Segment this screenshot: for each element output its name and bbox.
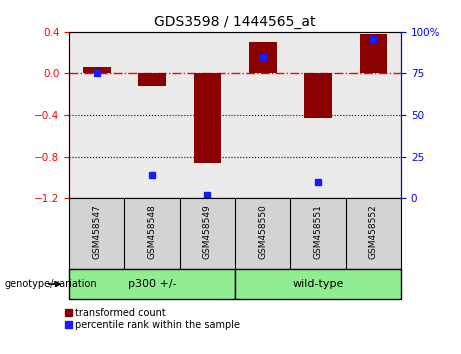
Legend: transformed count, percentile rank within the sample: transformed count, percentile rank withi… (65, 308, 241, 330)
Text: wild-type: wild-type (292, 279, 344, 289)
Bar (69, 269, 235, 299)
Bar (138, 74, 166, 86)
Text: GSM458550: GSM458550 (258, 204, 267, 259)
Bar (304, 74, 332, 118)
Text: GSM458548: GSM458548 (148, 204, 157, 259)
Text: GSM458549: GSM458549 (203, 204, 212, 259)
Text: genotype/variation: genotype/variation (5, 279, 97, 289)
Bar (194, 74, 221, 163)
Text: GSM458547: GSM458547 (92, 204, 101, 259)
Text: GSM458552: GSM458552 (369, 204, 378, 259)
Bar (235, 269, 401, 299)
Bar (360, 34, 387, 74)
Bar (249, 42, 277, 74)
Text: GSM458551: GSM458551 (313, 204, 323, 259)
Bar (83, 67, 111, 74)
Title: GDS3598 / 1444565_at: GDS3598 / 1444565_at (154, 16, 316, 29)
Text: p300 +/-: p300 +/- (128, 279, 177, 289)
